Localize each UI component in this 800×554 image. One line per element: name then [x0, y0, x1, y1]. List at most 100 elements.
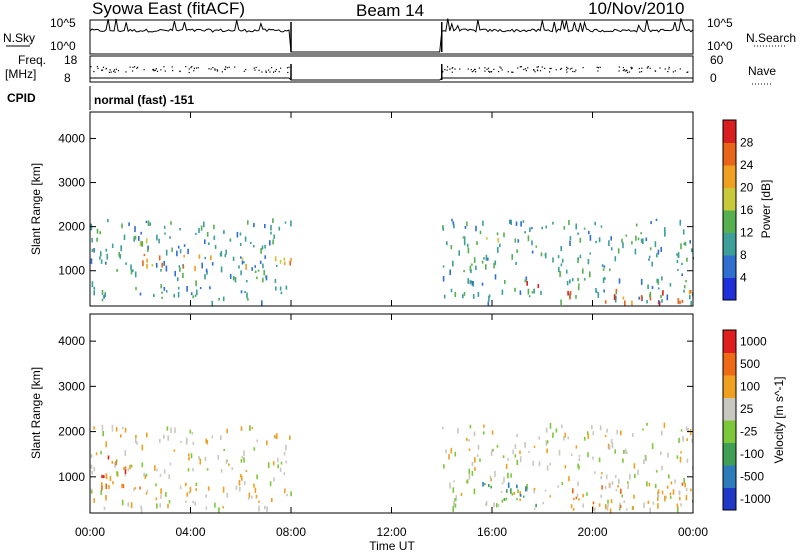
- nave-dot: [555, 69, 557, 71]
- data-cell: [163, 287, 166, 291]
- data-cell: [582, 268, 584, 274]
- data-cell: [214, 244, 217, 249]
- data-cell: [475, 225, 477, 232]
- data-cell: [138, 236, 140, 241]
- data-cell: [561, 424, 563, 429]
- data-cell: [100, 251, 102, 257]
- data-cell: [510, 473, 512, 478]
- data-cell: [274, 435, 276, 438]
- data-cell: [649, 296, 652, 301]
- data-cell: [279, 259, 282, 264]
- data-cell: [91, 237, 93, 243]
- data-cell: [91, 490, 93, 494]
- data-cell: [661, 430, 663, 436]
- data-cell: [610, 247, 613, 251]
- nave-dot: [596, 66, 598, 68]
- nave-dot: [101, 69, 103, 71]
- data-cell: [186, 492, 188, 497]
- data-cell: [610, 236, 612, 241]
- data-cell: [222, 296, 225, 302]
- data-cell: [516, 459, 519, 465]
- data-cell: [213, 224, 215, 230]
- data-cell: [452, 260, 454, 266]
- data-cell: [533, 507, 536, 510]
- data-cell: [111, 243, 114, 248]
- data-cell: [179, 485, 182, 490]
- data-cell: [571, 278, 574, 282]
- data-cell: [484, 503, 487, 506]
- data-cell: [503, 232, 505, 238]
- data-cell: [601, 472, 603, 475]
- data-cell: [645, 237, 648, 242]
- data-cell: [141, 241, 144, 247]
- data-cell: [147, 245, 149, 250]
- data-cell: [503, 476, 505, 483]
- data-cell: [195, 488, 197, 491]
- data-cell: [95, 452, 98, 456]
- data-cell: [578, 454, 581, 457]
- nave-dot: [97, 67, 99, 70]
- data-cell: [495, 503, 498, 508]
- data-cell: [485, 501, 488, 506]
- colorbar-tick: 24: [740, 158, 754, 172]
- colorbar-frame: [722, 119, 737, 301]
- data-cell: [519, 491, 521, 496]
- nave-dot: [501, 69, 503, 71]
- nave-dot: [668, 66, 670, 68]
- data-cell: [560, 263, 563, 267]
- data-cell: [135, 434, 137, 438]
- nave-dot: [214, 68, 216, 70]
- data-cell: [149, 222, 151, 226]
- data-cell: [527, 288, 530, 295]
- nave-dot: [442, 70, 444, 72]
- data-cell: [274, 278, 277, 283]
- nave-dot: [667, 71, 669, 73]
- data-cell: [101, 424, 104, 431]
- date-label: 10/Nov/2010: [588, 0, 684, 18]
- data-cell: [577, 258, 579, 264]
- data-cell: [452, 506, 454, 512]
- nave-dot: [243, 70, 245, 72]
- data-cell: [246, 279, 248, 283]
- data-cell: [168, 500, 171, 504]
- data-cell: [280, 291, 283, 295]
- data-cell: [450, 288, 453, 293]
- data-cell: [121, 499, 124, 506]
- data-cell: [140, 507, 143, 514]
- data-cell: [608, 240, 610, 247]
- data-cell: [206, 440, 209, 445]
- data-cell: [655, 470, 658, 473]
- data-cell: [127, 468, 130, 472]
- nave-dot: [195, 67, 198, 69]
- data-cell: [538, 436, 540, 440]
- data-cell: [119, 254, 121, 259]
- data-cell: [100, 259, 103, 264]
- data-cell: [685, 280, 687, 283]
- data-cell: [483, 424, 485, 428]
- data-cell: [195, 482, 198, 486]
- nave-dot: [115, 68, 117, 70]
- data-cell: [496, 232, 499, 236]
- data-cell: [646, 300, 648, 304]
- data-cell: [569, 290, 572, 295]
- data-cell: [622, 296, 625, 300]
- data-cell: [497, 503, 500, 507]
- nave-dot: [134, 66, 136, 68]
- data-cell: [472, 281, 475, 287]
- data-cell: [450, 447, 453, 454]
- data-cell: [267, 462, 270, 469]
- data-cell: [607, 443, 610, 450]
- data-cell: [490, 450, 493, 456]
- data-cell: [558, 449, 561, 456]
- data-cell: [108, 485, 110, 490]
- nave-dot: [179, 70, 181, 72]
- data-cell: [177, 245, 180, 249]
- data-cell: [189, 429, 192, 434]
- data-cell: [522, 220, 525, 223]
- data-cell: [146, 258, 148, 263]
- data-cell: [490, 485, 492, 489]
- data-cell: [203, 221, 205, 228]
- data-cell: [271, 498, 273, 503]
- data-cell: [662, 290, 664, 296]
- data-cell: [642, 238, 644, 244]
